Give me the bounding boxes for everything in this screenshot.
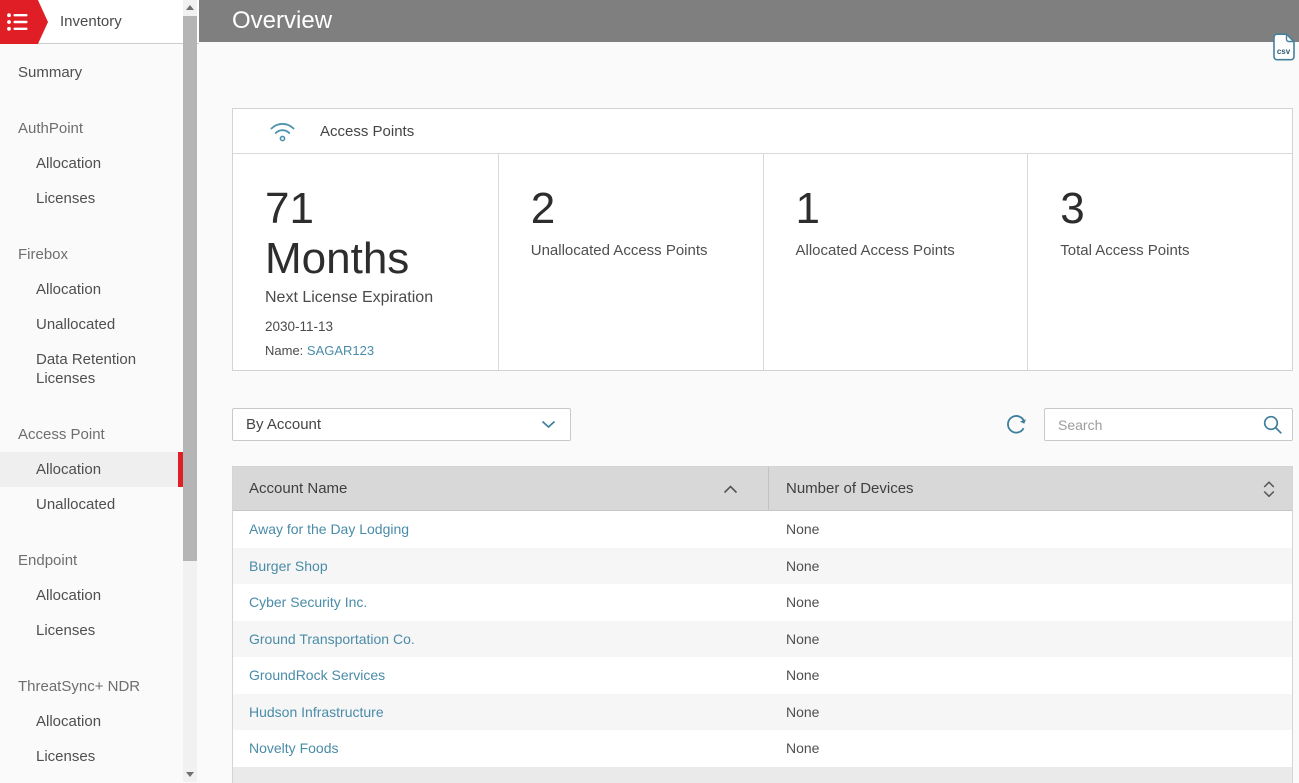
page-title: Overview (199, 0, 1299, 42)
csv-file-icon: csv (1272, 33, 1296, 61)
name-prefix: Name: (265, 343, 307, 358)
column-header-number-of-devices[interactable]: Number of Devices (769, 467, 1292, 510)
stat-allocated: 1 Allocated Access Points (763, 154, 1028, 370)
column-label: Account Name (249, 480, 347, 497)
sidebar-item-allocation[interactable]: Allocation (0, 146, 183, 181)
sidebar-group-endpoint: Endpoint (0, 543, 183, 578)
group-by-value: By Account (246, 416, 321, 433)
sidebar-item-unallocated[interactable]: Unallocated (0, 307, 183, 342)
sidebar-item-allocation[interactable]: Allocation (0, 704, 183, 739)
refresh-button[interactable] (1003, 412, 1029, 438)
export-csv-button[interactable]: csv (1272, 33, 1296, 61)
sidebar-group-access-point: Access Point (0, 417, 183, 452)
sidebar-item-unallocated[interactable]: Unallocated (0, 487, 183, 522)
stat-label: Unallocated Access Points (531, 242, 743, 259)
refresh-icon (1003, 412, 1029, 438)
stat-value: 3 (1060, 184, 1272, 234)
table-row: Away for the Day LodgingNone (233, 511, 1292, 548)
sidebar-nav: SummaryAuthPointAllocationLicensesFirebo… (0, 44, 183, 774)
sidebar-item-allocation[interactable]: Allocation (0, 452, 183, 487)
svg-text:csv: csv (1277, 47, 1291, 56)
sidebar-group-firebox: Firebox (0, 237, 183, 272)
number-of-devices-value: None (769, 521, 1292, 537)
number-of-devices-value: None (769, 558, 1292, 574)
table-row: Cyber Security Inc.None (233, 584, 1292, 621)
sidebar-item-allocation[interactable]: Allocation (0, 272, 183, 307)
account-name-link[interactable]: Ground Transportation Co. (233, 631, 769, 647)
number-of-devices-value: None (769, 667, 1292, 683)
group-by-select[interactable]: By Account (232, 408, 571, 441)
table-row: Burger ShopNone (233, 548, 1292, 585)
table-row: Novelty FoodsNone (233, 730, 1292, 767)
stat-value: 1 (796, 184, 1008, 234)
column-header-account-name[interactable]: Account Name (233, 467, 769, 510)
sort-ascending-icon (723, 485, 738, 494)
page-header: Overview (199, 0, 1299, 42)
search-icon (1262, 414, 1283, 435)
account-name-link[interactable]: Cyber Security Inc. (233, 594, 769, 610)
main-content: Overview csv Access Points 71 Months Nex… (199, 0, 1299, 782)
number-of-devices-value: None (769, 740, 1292, 756)
triangle-down-icon (186, 772, 194, 777)
stat-unallocated: 2 Unallocated Access Points (498, 154, 763, 370)
accounts-table: Account Name Number of Devices Away for … (232, 466, 1293, 783)
column-label: Number of Devices (786, 480, 914, 497)
list-icon (6, 12, 30, 32)
number-of-devices-value: None (769, 704, 1292, 720)
sort-both-icon (1262, 480, 1276, 499)
expiration-date: 2030-11-13 (265, 319, 478, 334)
stat-next-expiration: 71 Months Next License Expiration 2030-1… (233, 154, 498, 370)
stat-label: Allocated Access Points (796, 242, 1008, 259)
card-title: Access Points (320, 123, 414, 140)
sidebar-header: Inventory (0, 0, 199, 44)
stat-value: 2 (531, 184, 743, 234)
table-row: Ground Transportation Co.None (233, 621, 1292, 658)
scroll-down-button[interactable] (183, 767, 197, 782)
account-name-link[interactable]: Burger Shop (233, 558, 769, 574)
account-name-link[interactable]: Novelty Foods (233, 740, 769, 756)
device-name-line: Name: SAGAR123 (265, 343, 478, 358)
sidebar-item-licenses[interactable]: Licenses (0, 181, 183, 216)
chevron-down-icon (541, 420, 556, 429)
inventory-menu-button[interactable] (0, 0, 48, 44)
sidebar-item-licenses[interactable]: Licenses (0, 613, 183, 648)
table-body: Away for the Day LodgingNoneBurger ShopN… (233, 511, 1292, 767)
sidebar-item-data-retention-licenses[interactable]: Data Retention Licenses (0, 342, 183, 396)
stat-value: 71 (265, 184, 478, 234)
sidebar-item-summary[interactable]: Summary (0, 55, 183, 90)
sidebar-title: Inventory (60, 0, 122, 43)
table-header: Account Name Number of Devices (233, 467, 1292, 511)
triangle-up-icon (186, 5, 194, 10)
sidebar-scrollbar[interactable] (183, 0, 197, 782)
scroll-up-button[interactable] (183, 0, 197, 15)
access-points-card: Access Points 71 Months Next License Exp… (232, 108, 1293, 371)
sidebar-item-allocation[interactable]: Allocation (0, 578, 183, 613)
number-of-devices-value: None (769, 594, 1292, 610)
stat-unit: Months (265, 234, 478, 284)
sidebar-item-licenses[interactable]: Licenses (0, 739, 183, 774)
table-toolbar: By Account (232, 408, 1293, 441)
card-header: Access Points (233, 109, 1292, 154)
sidebar: Inventory SummaryAuthPointAllocationLice… (0, 0, 199, 782)
account-name-link[interactable]: Away for the Day Lodging (233, 521, 769, 537)
stat-label: Total Access Points (1060, 242, 1272, 259)
account-name-link[interactable]: GroundRock Services (233, 667, 769, 683)
toolbar-right (1003, 408, 1293, 441)
wifi-icon (269, 120, 296, 142)
search-box (1044, 408, 1293, 441)
table-row: Hudson InfrastructureNone (233, 694, 1292, 731)
stat-label: Next License Expiration (265, 289, 478, 307)
account-name-link[interactable]: Hudson Infrastructure (233, 704, 769, 720)
stats-row: 71 Months Next License Expiration 2030-1… (233, 154, 1292, 370)
search-input[interactable] (1044, 408, 1293, 441)
sidebar-group-threatsync-ndr: ThreatSync+ NDR (0, 669, 183, 704)
sidebar-group-authpoint: AuthPoint (0, 111, 183, 146)
table-footer-strip (233, 767, 1292, 783)
table-row: GroundRock ServicesNone (233, 657, 1292, 694)
scrollbar-thumb[interactable] (183, 16, 197, 561)
device-name-link[interactable]: SAGAR123 (307, 343, 374, 358)
stat-total: 3 Total Access Points (1027, 154, 1292, 370)
number-of-devices-value: None (769, 631, 1292, 647)
